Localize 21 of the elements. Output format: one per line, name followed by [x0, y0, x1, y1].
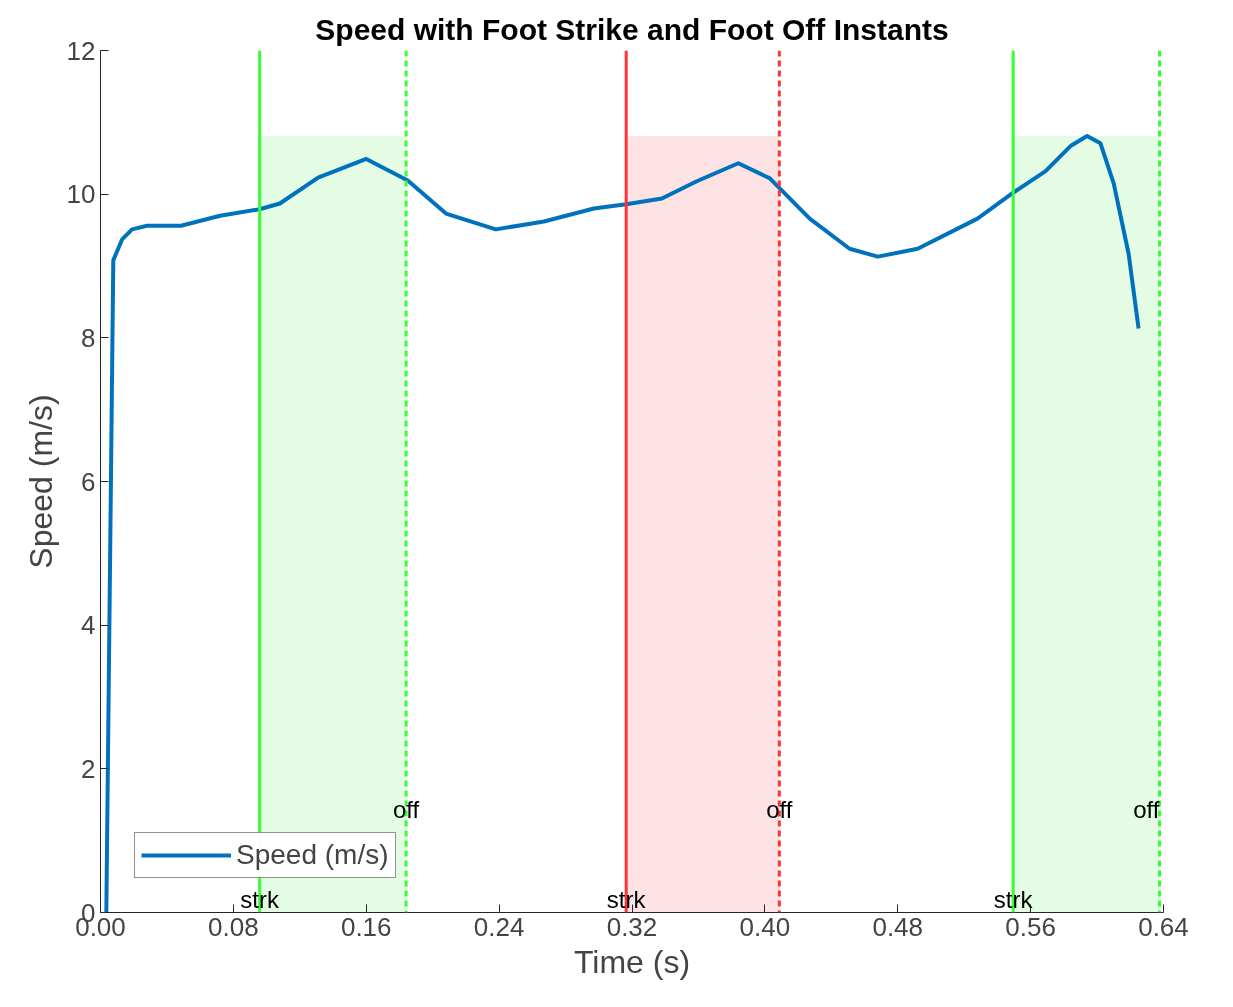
- x-tick-label: 0.48: [872, 911, 924, 942]
- annotation: off: [1133, 795, 1160, 823]
- x-tick-label: 0.32: [606, 911, 658, 942]
- y-tick-label: 8: [81, 322, 96, 353]
- legend-label: Speed (m/s): [236, 839, 389, 871]
- annotation: off: [392, 795, 420, 823]
- y-tick-label: 10: [66, 179, 96, 210]
- annotation: off: [766, 795, 793, 823]
- x-tick-label: 0.56: [1005, 911, 1056, 942]
- x-axis-title: Time (s): [573, 943, 691, 980]
- x-tick-label: 0.40: [739, 911, 791, 942]
- chart-title: Speed with Foot Strike and Foot Off Instants: [315, 12, 949, 46]
- y-axis-title: Speed (m/s): [22, 394, 59, 569]
- y-tick-label: 6: [81, 466, 96, 497]
- y-tick-label: 2: [81, 753, 96, 784]
- y-tick-label: 4: [81, 610, 96, 641]
- x-tick-label: 0.24: [473, 911, 525, 942]
- x-tick-label: 0.64: [1138, 911, 1189, 942]
- y-tick-label: 12: [66, 35, 96, 66]
- x-tick-label: 0.08: [208, 911, 259, 942]
- x-tick-label: 0.16: [340, 911, 392, 942]
